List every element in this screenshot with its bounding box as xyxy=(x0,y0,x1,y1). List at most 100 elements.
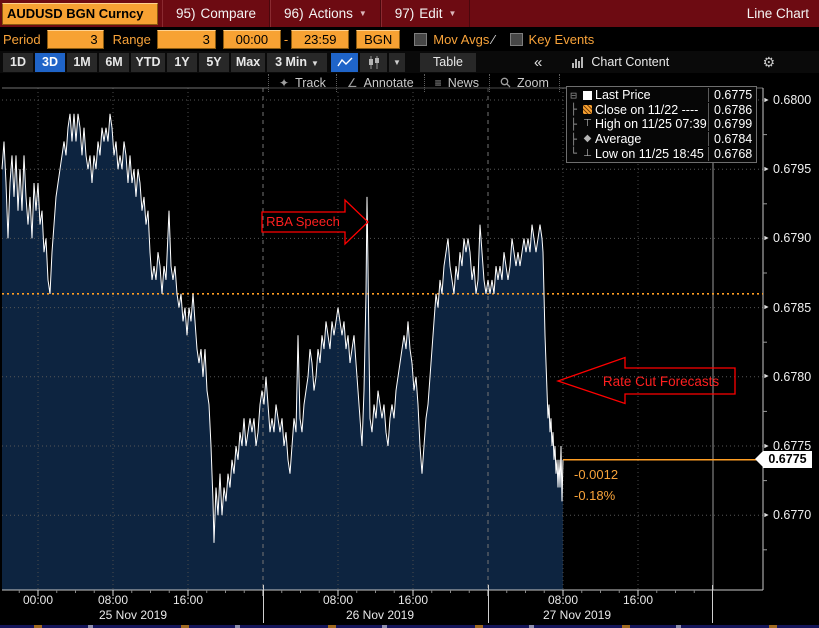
legend-row[interactable]: └ ⊥ Low on 11/25 18:45 0.6768 xyxy=(567,146,756,161)
range-input[interactable]: 3 xyxy=(156,29,216,49)
legend-row[interactable]: ├ ◆ Average 0.6784 xyxy=(567,132,756,147)
legend-row[interactable]: ⊟ Last Price 0.6775 xyxy=(567,88,756,103)
tool-label: Annotate xyxy=(363,76,414,90)
menu-compare[interactable]: 95) Compare xyxy=(162,0,271,27)
chart-tools-bar: ✦ Track ∠ Annotate ≡ News Zoom xyxy=(268,74,560,92)
close-line-swatch xyxy=(580,105,595,115)
legend-label: Low on 11/25 18:45 xyxy=(595,146,704,161)
menu-label: Compare xyxy=(200,6,257,21)
y-tick-arrow-icon: ► xyxy=(763,234,770,242)
chart-content-button[interactable]: Chart Content xyxy=(572,55,669,69)
key-events-label: Key Events xyxy=(528,31,595,47)
legend-tree-connector: ⊟ xyxy=(570,88,577,102)
tab-max[interactable]: Max xyxy=(231,52,265,72)
date-separator-line xyxy=(263,585,264,623)
menu-key: 97) xyxy=(394,6,415,21)
gear-icon[interactable]: ⚙ xyxy=(762,53,775,70)
interval-select[interactable]: 3 Min ▼ xyxy=(267,52,327,72)
x-date-label: 25 Nov 2019 xyxy=(98,608,168,622)
y-tick-arrow-icon: ► xyxy=(763,511,770,519)
period-tabs: 1D 3D 1M 6M YTD 1Y 5Y Max xyxy=(3,52,267,72)
date-separator-line xyxy=(488,585,489,623)
price-area-fill xyxy=(2,113,563,591)
tool-label: Zoom xyxy=(516,76,549,90)
y-axis-label: ► 0.6790 xyxy=(763,230,811,246)
footer-strip xyxy=(0,625,819,628)
track-icon: ✦ xyxy=(279,76,290,90)
legend-label: Average xyxy=(595,132,642,147)
tool-label: News xyxy=(447,76,479,90)
line-chart-type-button[interactable] xyxy=(331,52,358,72)
period-toolbar: 1D 3D 1M 6M YTD 1Y 5Y Max 3 Min ▼ ▼ Table « Char… xyxy=(0,51,819,73)
table-button[interactable]: Table xyxy=(420,52,476,72)
low-marker-icon: ⊥ xyxy=(583,147,592,159)
tab-5y[interactable]: 5Y xyxy=(199,52,229,72)
rate-cut-arrow[interactable] xyxy=(555,356,736,405)
y-axis-label: ► 0.6775 xyxy=(763,438,811,454)
tool-label: Track xyxy=(295,76,326,90)
candlestick-chart-type-button[interactable] xyxy=(360,52,387,72)
menu-edit[interactable]: 97) Edit ▼ xyxy=(380,0,471,27)
tool-news-button[interactable]: ≡ News xyxy=(423,74,489,92)
legend-row[interactable]: ├ Close on 11/22 ---- 0.6786 xyxy=(567,102,756,118)
y-tick-text: 0.6780 xyxy=(772,369,812,384)
time-from-input[interactable]: 00:00 xyxy=(222,29,281,49)
legend-label: High on 11/25 07:39 xyxy=(595,117,707,132)
legend-label: Last Price xyxy=(595,88,651,103)
time-separator: - xyxy=(283,31,289,47)
chart-area: RBA Speech Rate Cut Forecasts ✦ Track ∠ Anno… xyxy=(0,73,819,625)
tool-annotate-button[interactable]: ∠ Annotate xyxy=(335,74,424,92)
y-tick-arrow-icon: ► xyxy=(763,442,770,450)
tab-ytd[interactable]: YTD xyxy=(131,52,165,72)
y-axis-label: ► 0.6780 xyxy=(763,369,811,385)
tab-1y[interactable]: 1Y xyxy=(167,52,197,72)
legend-value: 0.6768 xyxy=(708,146,756,161)
net-change-label: -0.0012 xyxy=(574,466,619,482)
tab-1m[interactable]: 1M xyxy=(67,52,97,72)
ticker-input[interactable]: AUDUSD BGN Curncy xyxy=(2,2,158,25)
tab-6m[interactable]: 6M xyxy=(99,52,129,72)
legend-row[interactable]: ├ ⊤ High on 11/25 07:39 0.6799 xyxy=(567,117,756,132)
y-tick-text: 0.6800 xyxy=(772,93,812,107)
y-tick-text: 0.6770 xyxy=(772,508,812,523)
y-axis-label: ► 0.6770 xyxy=(763,507,811,523)
y-axis-label: ► 0.6785 xyxy=(763,300,811,316)
price-chart-canvas[interactable]: RBA Speech Rate Cut Forecasts xyxy=(0,73,819,625)
legend-value: 0.6784 xyxy=(708,132,756,147)
x-tick-label: 16:00 xyxy=(172,593,204,607)
tool-zoom-button[interactable]: Zoom xyxy=(488,74,560,92)
average-marker-icon: ◆ xyxy=(583,133,592,145)
key-events-checkbox[interactable] xyxy=(509,32,523,46)
tab-1d[interactable]: 1D xyxy=(3,52,33,72)
tab-3d[interactable]: 3D xyxy=(35,52,65,72)
y-tick-text: 0.6790 xyxy=(772,231,812,246)
chart-type-dropdown-button[interactable]: ▼ xyxy=(389,52,405,72)
period-input[interactable]: 3 xyxy=(46,29,104,49)
last-price-axis-flag: 0.6775 xyxy=(755,451,812,469)
y-tick-text: 0.6795 xyxy=(772,162,812,177)
news-icon: ≡ xyxy=(434,76,442,90)
title-bar: AUDUSD BGN Curncy 95) Compare 96) Actions ▼ 9… xyxy=(0,0,819,27)
menu-actions[interactable]: 96) Actions ▼ xyxy=(270,0,381,27)
y-axis-label: ► 0.6800 xyxy=(763,92,811,108)
rate-cut-annotation-label[interactable]: Rate Cut Forecasts xyxy=(603,374,720,389)
menu-label: Edit xyxy=(419,6,443,21)
y-tick-text: 0.6785 xyxy=(772,300,812,315)
mov-avgs-edit-pencil-icon[interactable]: ∕ xyxy=(492,31,495,47)
zoom-icon xyxy=(500,77,511,90)
legend-tree-connector: ├ xyxy=(570,103,577,117)
rba-speech-annotation-label[interactable]: RBA Speech xyxy=(266,214,340,229)
rba-speech-arrow[interactable] xyxy=(261,198,369,246)
x-tick-label: 08:00 xyxy=(97,593,129,607)
collapse-panel-button[interactable]: « xyxy=(534,53,543,71)
price-source-select[interactable]: BGN xyxy=(356,29,401,49)
chart-legend: ⊟ Last Price 0.6775 ├ Close on 11/22 ---- 0.6… xyxy=(566,86,757,163)
legend-value: 0.6786 xyxy=(708,102,756,117)
mov-avgs-checkbox[interactable] xyxy=(414,32,428,46)
tool-track-button[interactable]: ✦ Track xyxy=(268,74,336,92)
legend-tree-connector: └ xyxy=(570,147,577,161)
y-tick-text: 0.6775 xyxy=(772,439,812,453)
y-tick-arrow-icon: ► xyxy=(763,96,770,104)
time-to-input[interactable]: 23:59 xyxy=(291,29,350,49)
